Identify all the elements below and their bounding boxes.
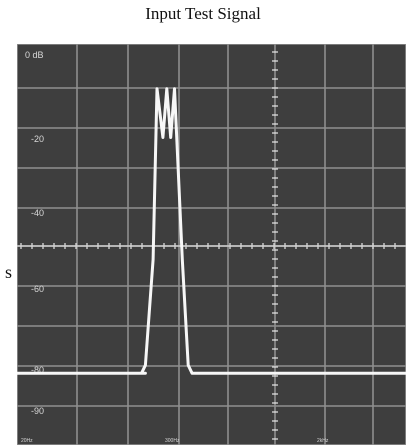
graticule: [17, 44, 406, 445]
chart-title: Input Test Signal: [145, 4, 261, 23]
center-tick-marks: [17, 51, 406, 440]
y-label-minus-20: -20: [31, 134, 44, 144]
y-label-minus-40: -40: [31, 208, 44, 218]
oscilloscope-screen: 0 dB -20 -40 -60 -80 -90 20Hz 300Hz 2kHz: [17, 44, 406, 445]
y-label-0db: 0 dB: [25, 50, 44, 60]
side-text-fragment: s: [4, 262, 12, 282]
y-label-minus-60: -60: [31, 284, 44, 294]
x-label-2khz: 2kHz: [317, 438, 329, 444]
signal-trace: [17, 87, 406, 375]
x-label-20hz: 20Hz: [21, 438, 33, 444]
y-label-minus-90: -90: [31, 406, 44, 416]
spectrum-plot: 0 dB -20 -40 -60 -80 -90 20Hz 300Hz 2kHz: [17, 44, 406, 445]
x-label-300hz: 300Hz: [165, 438, 180, 444]
y-label-minus-80: -80: [31, 365, 44, 375]
axis-labels: 0 dB -20 -40 -60 -80 -90 20Hz 300Hz 2kHz: [21, 50, 329, 444]
